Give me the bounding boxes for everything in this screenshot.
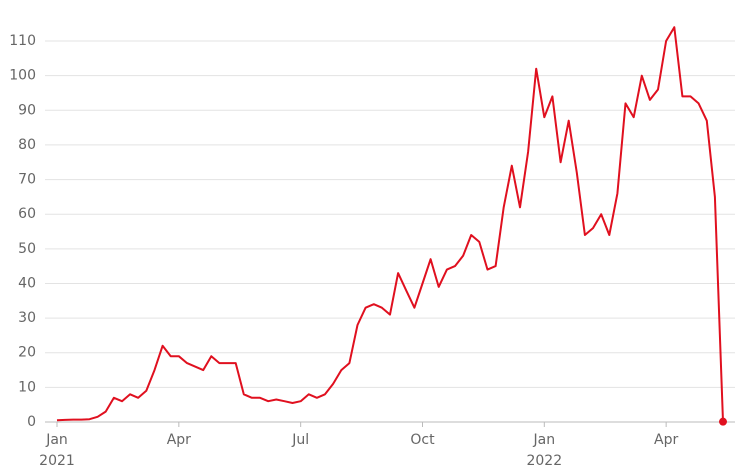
y-tick-label: 110 bbox=[9, 33, 36, 49]
y-tick-label: 20 bbox=[18, 345, 36, 361]
x-tick-label: Apr bbox=[654, 432, 678, 448]
y-tick-label: 0 bbox=[27, 414, 36, 430]
y-tick-label: 60 bbox=[18, 206, 36, 222]
y-tick-label: 40 bbox=[18, 275, 36, 291]
end-marker bbox=[719, 417, 727, 426]
y-tick-label: 30 bbox=[18, 310, 36, 326]
y-tick-label: 90 bbox=[18, 102, 36, 118]
y-tick-label: 70 bbox=[18, 172, 36, 188]
x-tick-label: Jul bbox=[291, 432, 309, 448]
y-tick-label: 10 bbox=[18, 379, 36, 395]
y-tick-label: 100 bbox=[9, 68, 36, 84]
x-tick-label: Jan 2022 bbox=[526, 432, 562, 469]
y-tick-label: 50 bbox=[18, 241, 36, 257]
x-tick-label: Apr bbox=[167, 432, 191, 448]
y-tick-label: 80 bbox=[18, 137, 36, 153]
x-tick-label: Oct bbox=[410, 432, 435, 448]
line bbox=[56, 26, 724, 422]
x-tick-label: Jan 2021 bbox=[39, 432, 75, 469]
